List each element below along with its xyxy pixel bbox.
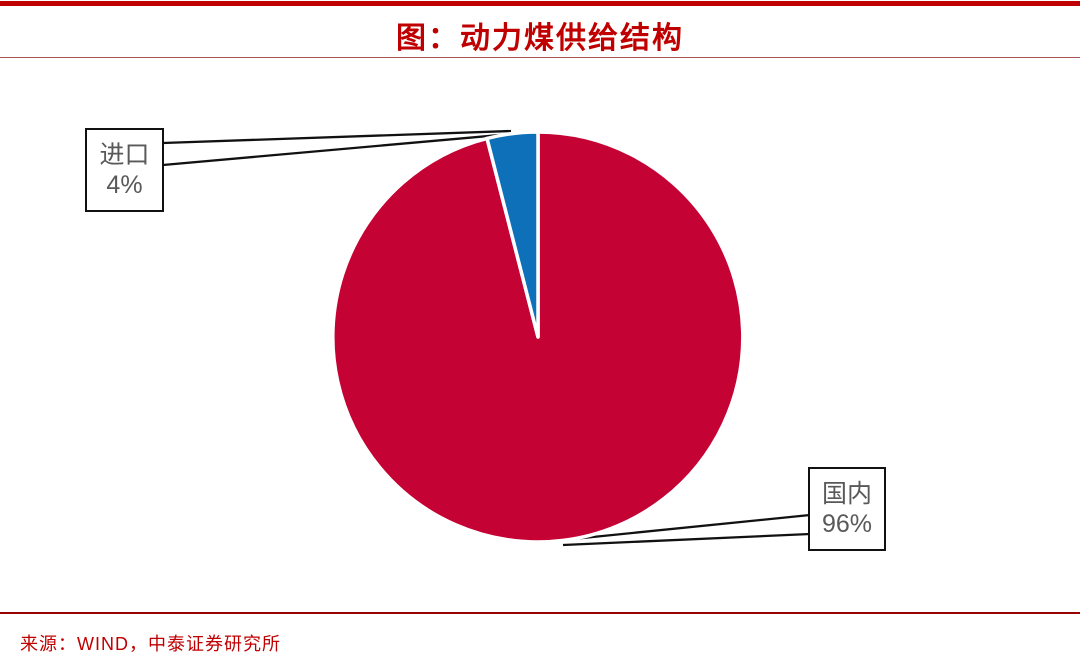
- callout-domestic: 国内 96%: [808, 467, 886, 551]
- source-text: 来源：WIND，中泰证券研究所: [20, 634, 281, 654]
- leader-line-import-bottom: [162, 132, 512, 167]
- leader-line-import-top: [162, 129, 512, 145]
- callout-domestic-value: 96%: [821, 510, 873, 538]
- callout-import-label: 进口: [99, 140, 150, 169]
- pie-slices: [331, 130, 745, 544]
- callout-leader-lines: [162, 129, 811, 547]
- footer-divider: [0, 612, 1080, 614]
- top-accent-bar: [0, 1, 1080, 6]
- pie-slice-import: [485, 130, 540, 339]
- callout-domestic-label: 国内: [821, 479, 872, 508]
- title-divider: [0, 57, 1080, 58]
- callout-import: 进口 4%: [85, 128, 164, 212]
- callout-import-value: 4%: [106, 171, 143, 199]
- leader-line-domestic-top: [562, 513, 811, 542]
- leader-line-domestic-bottom: [562, 532, 811, 547]
- page-title: 图：动力煤供给结构: [396, 22, 684, 55]
